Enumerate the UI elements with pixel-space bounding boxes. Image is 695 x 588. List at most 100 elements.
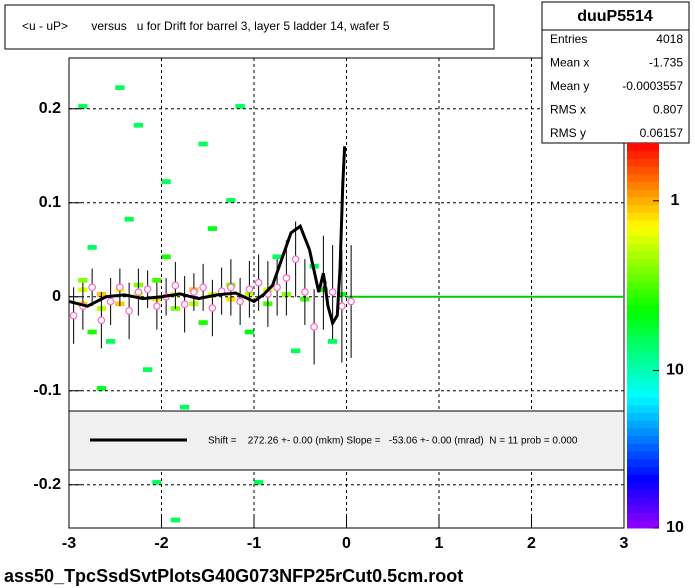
stats-value: 0.807 [653,103,683,117]
stats-value: -1.735 [649,56,683,70]
heatmap-cell [244,329,254,335]
fit-curve [68,146,347,327]
palette-cell [627,220,659,229]
stats-label: RMS x [550,103,586,117]
palette-cell [627,451,659,460]
palette-cell [627,204,659,213]
palette-cell [627,381,659,390]
z-tick-label: 10 [666,362,684,379]
palette-cell [627,289,659,298]
profile-point [153,302,161,310]
profile-point [190,288,198,296]
fit-legend-text: Shift = 272.26 +- 0.00 (mkm) Slope = -53… [208,436,578,447]
heatmap-cell [87,329,97,335]
profile-point [208,304,217,312]
heatmap-cell [198,141,208,147]
profile-point [328,288,337,296]
title-box [4,4,495,50]
stats-title: duuP5514 [577,8,653,25]
palette-cell [627,489,659,498]
palette-cell [627,435,659,444]
profile-point [143,285,152,294]
stats-value: 4018 [656,32,683,46]
y-tick-label: 0 [52,288,61,305]
heatmap-cell [291,348,301,354]
y-tick-label: 0.1 [39,194,61,211]
profile-point [125,307,133,315]
stats-label: Mean x [550,56,589,70]
profile-point [310,323,318,331]
heatmap-cell [152,277,162,283]
heatmap-cell [78,277,88,283]
palette-cell [627,427,659,437]
palette-cell [627,143,659,152]
profile-point [134,288,143,296]
palette-cell [627,243,659,252]
palette-cell [627,474,659,483]
palette-cell [627,458,659,467]
palette-cell [627,150,659,159]
profile-point [291,255,300,263]
palette-cell [627,350,659,360]
palette-cell [627,281,659,290]
profile-point [199,283,207,292]
z-tick-label: 1 [671,192,680,209]
heatmap-cell [124,216,134,222]
heatmap-cell [133,122,143,128]
heatmap-cell [78,104,88,109]
palette-cell [627,512,659,521]
profile-point [347,297,355,306]
chart-title: <u - uP> versus u for Drift for barrel 3… [22,19,390,33]
heatmap-cell [328,339,338,344]
heatmap-cell [170,517,180,523]
stats-value: -0.0003557 [622,79,683,93]
profile-point [106,297,115,306]
profile-point [227,283,235,292]
profile-point [116,283,124,292]
heatmap-cell [96,386,106,391]
profile-point [69,311,78,320]
palette-cell [627,397,659,406]
palette-cell [627,189,659,198]
palette-cell [627,404,659,413]
stats-box [541,1,690,144]
heatmap-cell [152,480,162,485]
stats-label: Entries [550,32,587,46]
x-tick-label: 1 [435,535,444,552]
palette-cell [627,481,659,490]
palette-cell [627,258,659,267]
palette-cell [627,412,659,421]
x-tick-label: -2 [154,535,168,552]
palette-cell [627,273,659,283]
profile-point [180,300,189,309]
heatmap-cell [87,245,97,250]
stats-label: RMS y [550,126,586,140]
heatmap-cell [272,254,282,260]
palette-cell [627,304,659,313]
profile-point [171,281,180,290]
heatmap-cell [180,404,190,410]
y-tick-label: -0.1 [33,382,61,399]
palette-cell [627,312,659,321]
heatmap-cell [226,198,236,203]
x-tick-label: 2 [527,535,536,552]
heatmap-cell [106,339,116,344]
palette-cell [627,504,659,514]
palette-cell [627,320,659,329]
palette-cell [627,181,659,190]
palette-cell [627,466,659,475]
profile-point [245,285,254,294]
profile-point [236,297,244,306]
palette-cell [627,250,659,259]
heatmap-cell [198,320,208,325]
y-tick-label: 0.2 [39,100,61,117]
profile-point [282,274,291,282]
palette-cell [627,212,659,221]
stats-label: Mean y [550,79,589,93]
palette-cell [627,166,659,175]
file-name: ass50_TpcSsdSvtPlotsG40G073NFP25rCut0.5c… [4,566,463,586]
heatmap-cell [207,226,217,231]
palette-cell [627,235,659,244]
palette-cell [627,497,659,506]
